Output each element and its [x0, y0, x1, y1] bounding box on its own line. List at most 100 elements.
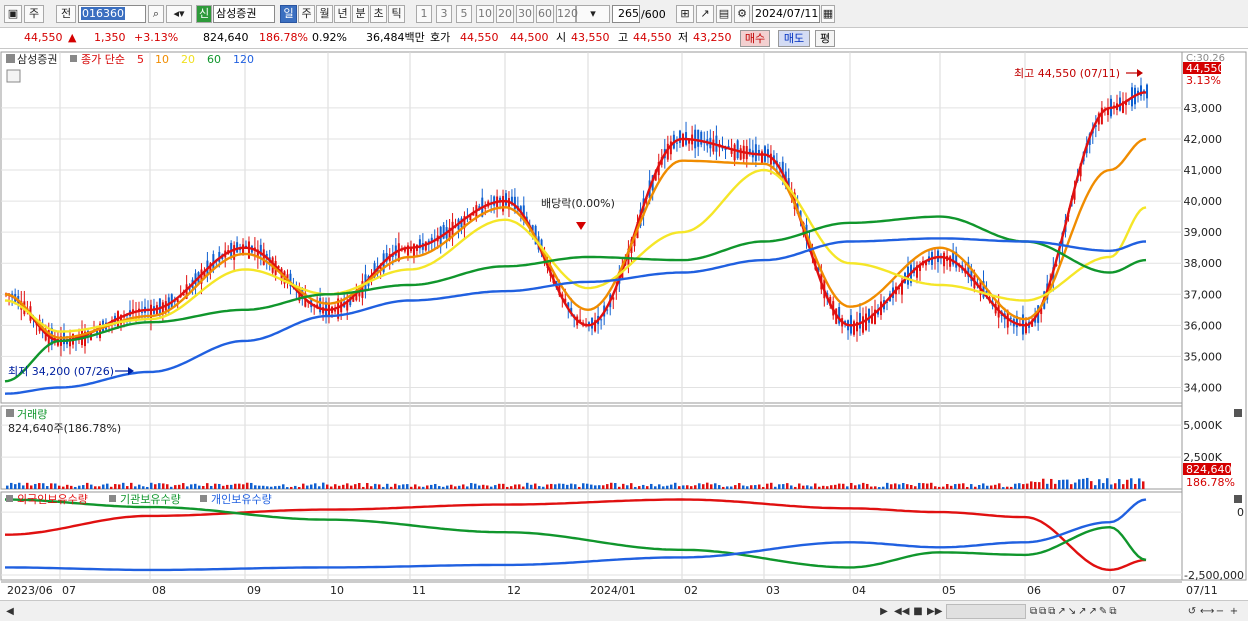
- count-input[interactable]: 265: [612, 5, 640, 23]
- period-tab-5[interactable]: 초: [370, 5, 387, 23]
- volume-bar: [622, 483, 625, 489]
- scroll-right-icon[interactable]: ▶: [880, 606, 888, 617]
- volume-panel: [0, 405, 1183, 490]
- candle-body: [155, 305, 158, 316]
- volume-bar: [798, 483, 801, 489]
- candle-body: [567, 302, 570, 309]
- period-tab-0[interactable]: 일: [280, 5, 297, 23]
- volume-bar: [1038, 482, 1041, 489]
- forward-icon[interactable]: ▶▶: [927, 606, 943, 617]
- volume-bar: [866, 483, 869, 489]
- volume-bar: [874, 486, 877, 489]
- interval-button-10[interactable]: 10: [476, 5, 494, 23]
- volume-bar: [1122, 484, 1125, 489]
- interval-button-60[interactable]: 60: [536, 5, 554, 23]
- interval-button-20[interactable]: 20: [496, 5, 514, 23]
- volume-bar: [30, 485, 33, 489]
- ma-legend-120: 120: [233, 53, 254, 66]
- reset-icon[interactable]: ↺: [1187, 606, 1197, 617]
- interval-button-1[interactable]: 1: [416, 5, 432, 23]
- stop-icon[interactable]: ■: [913, 606, 923, 617]
- low-value: 43,250: [693, 31, 732, 44]
- volume-bar: [514, 484, 517, 489]
- sound-icon[interactable]: ◂▾: [166, 5, 192, 23]
- high-value: 44,550: [633, 31, 672, 44]
- volume-ratio: 186.78%: [259, 31, 308, 44]
- volume-bar: [638, 486, 641, 489]
- candle-body: [1015, 316, 1018, 328]
- date-input[interactable]: 2024/07/11: [752, 5, 820, 23]
- period-tab-4[interactable]: 분: [352, 5, 369, 23]
- volume-bar: [38, 483, 41, 489]
- candle-body: [510, 196, 513, 205]
- volume-bar: [566, 484, 569, 489]
- menu-icon[interactable]: ▣: [4, 5, 22, 23]
- candle-body: [430, 237, 433, 243]
- x-axis-end-label: 07/11: [1186, 584, 1218, 597]
- rewind-icon[interactable]: ◀◀: [894, 606, 910, 617]
- calendar-icon[interactable]: ▦: [821, 5, 835, 23]
- candle-body: [898, 287, 900, 290]
- volume-bar: [422, 486, 425, 489]
- period-tab-1[interactable]: 주: [298, 5, 315, 23]
- interval-button-120[interactable]: 120: [556, 5, 578, 23]
- volume-bar: [286, 487, 289, 489]
- volume-bar: [498, 483, 501, 489]
- type-select[interactable]: 주: [24, 5, 44, 23]
- volume-bar: [282, 484, 285, 489]
- period-tab-2[interactable]: 월: [316, 5, 333, 23]
- interval-dropdown[interactable]: ▾: [576, 5, 610, 23]
- volume-bar: [534, 483, 537, 489]
- zoom-in-icon[interactable]: +: [1229, 606, 1239, 617]
- pan-icon[interactable]: ⟷: [1200, 606, 1215, 617]
- candle-body: [502, 195, 505, 212]
- stock-name-field[interactable]: 삼성증권: [213, 5, 275, 23]
- holding-axis-tick: 0: [1237, 506, 1244, 519]
- volume-bar: [182, 483, 185, 489]
- period-tab-6[interactable]: 틱: [388, 5, 405, 23]
- volume-bar: [1050, 478, 1053, 489]
- gear-icon[interactable]: ⚙: [734, 5, 750, 23]
- volume-bar: [10, 482, 13, 489]
- draw-icon[interactable]: ↗: [696, 5, 714, 23]
- eval-button[interactable]: 평: [815, 30, 835, 47]
- volume-bar: [922, 483, 925, 489]
- candle-body: [916, 265, 918, 278]
- tool-icons[interactable]: ⧉⧉⧉↗↘↗↗✎⧉: [1030, 606, 1119, 617]
- save-icon[interactable]: ▤: [716, 5, 732, 23]
- volume-bar: [494, 485, 497, 489]
- interval-button-30[interactable]: 30: [516, 5, 534, 23]
- period-tab-3[interactable]: 년: [334, 5, 351, 23]
- crosshair-icon[interactable]: ⊞: [676, 5, 694, 23]
- candle-body: [379, 266, 382, 269]
- volume-bar: [430, 484, 433, 489]
- ma-legend-20: 20: [181, 53, 195, 66]
- interval-button-5[interactable]: 5: [456, 5, 472, 23]
- candle-body: [412, 244, 415, 257]
- candle-body: [262, 249, 265, 265]
- ma-line-120: [4, 237, 1147, 395]
- volume-bar: [742, 485, 745, 489]
- low-label: 저: [678, 31, 689, 44]
- candle-body: [838, 307, 841, 324]
- buy-button[interactable]: 매수: [740, 30, 770, 47]
- zoom-out-icon[interactable]: −: [1215, 606, 1225, 617]
- volume-bar: [374, 483, 377, 489]
- search-icon[interactable]: ⌕: [148, 5, 164, 23]
- interval-button-3[interactable]: 3: [436, 5, 452, 23]
- zoom-slider[interactable]: [946, 604, 1026, 619]
- code-input[interactable]: 016360: [78, 5, 146, 23]
- volume-bar: [234, 483, 237, 489]
- volume-bar: [106, 483, 109, 489]
- sell-button[interactable]: 매도: [778, 30, 810, 47]
- volume-bar: [1006, 486, 1009, 489]
- scroll-left-icon[interactable]: ◀: [6, 606, 14, 617]
- volume-bar: [110, 486, 113, 489]
- volume-bar: [758, 484, 761, 489]
- candle-body: [766, 149, 769, 158]
- volume-bar: [582, 483, 585, 489]
- volume-bar: [970, 484, 973, 489]
- stock-chart[interactable]: 34,000 35,000 36,000 37,000 38,000 39,000 40,0…: [0, 50, 1248, 600]
- scrollbar[interactable]: ◀ ▶ ◀◀ ■ ▶▶ ⧉⧉⧉↗↘↗↗✎⧉ ↺ ⟷ − +: [0, 600, 1248, 621]
- prev-button[interactable]: 전: [56, 5, 76, 23]
